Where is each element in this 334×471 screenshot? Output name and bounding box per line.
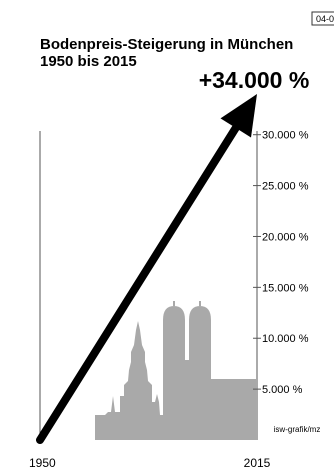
series-layer [36, 94, 257, 444]
y-tick-label: 15.000 % [262, 282, 309, 294]
y-axis-ticks: 5.000 % 10.000 % 15.000 % 20.000 % 25.000 % 3… [253, 130, 309, 396]
x-axis-ticks: 1950 2015 [29, 456, 271, 470]
y-tick-label: 25.000 % [262, 181, 309, 193]
y-tick-label: 30.000 % [262, 130, 309, 142]
church-cross-left [173, 301, 175, 306]
y-tick-label: 10.000 % [262, 333, 309, 345]
growth-arrow-line [36, 122, 241, 444]
chart-subtitle: 1950 bis 2015 [40, 53, 137, 70]
x-tick-label: 2015 [244, 456, 271, 470]
x-tick-label: 1950 [29, 456, 56, 470]
headline-label: +34.000 % [199, 67, 310, 93]
plot-frame [39, 131, 258, 440]
credit-label: isw-grafik/mz [274, 425, 321, 434]
munich-skyline-silhouette [95, 306, 256, 440]
church-cross-right [199, 301, 201, 306]
page-code-label: 04-0 [316, 14, 334, 24]
y-tick-label: 20.000 % [262, 231, 309, 243]
page-code: 04-0 [311, 11, 334, 26]
growth-arrow-head [220, 94, 257, 138]
chart-title: Bodenpreis-Steigerung in München [40, 36, 293, 53]
y-tick-label: 5.000 % [262, 384, 303, 396]
